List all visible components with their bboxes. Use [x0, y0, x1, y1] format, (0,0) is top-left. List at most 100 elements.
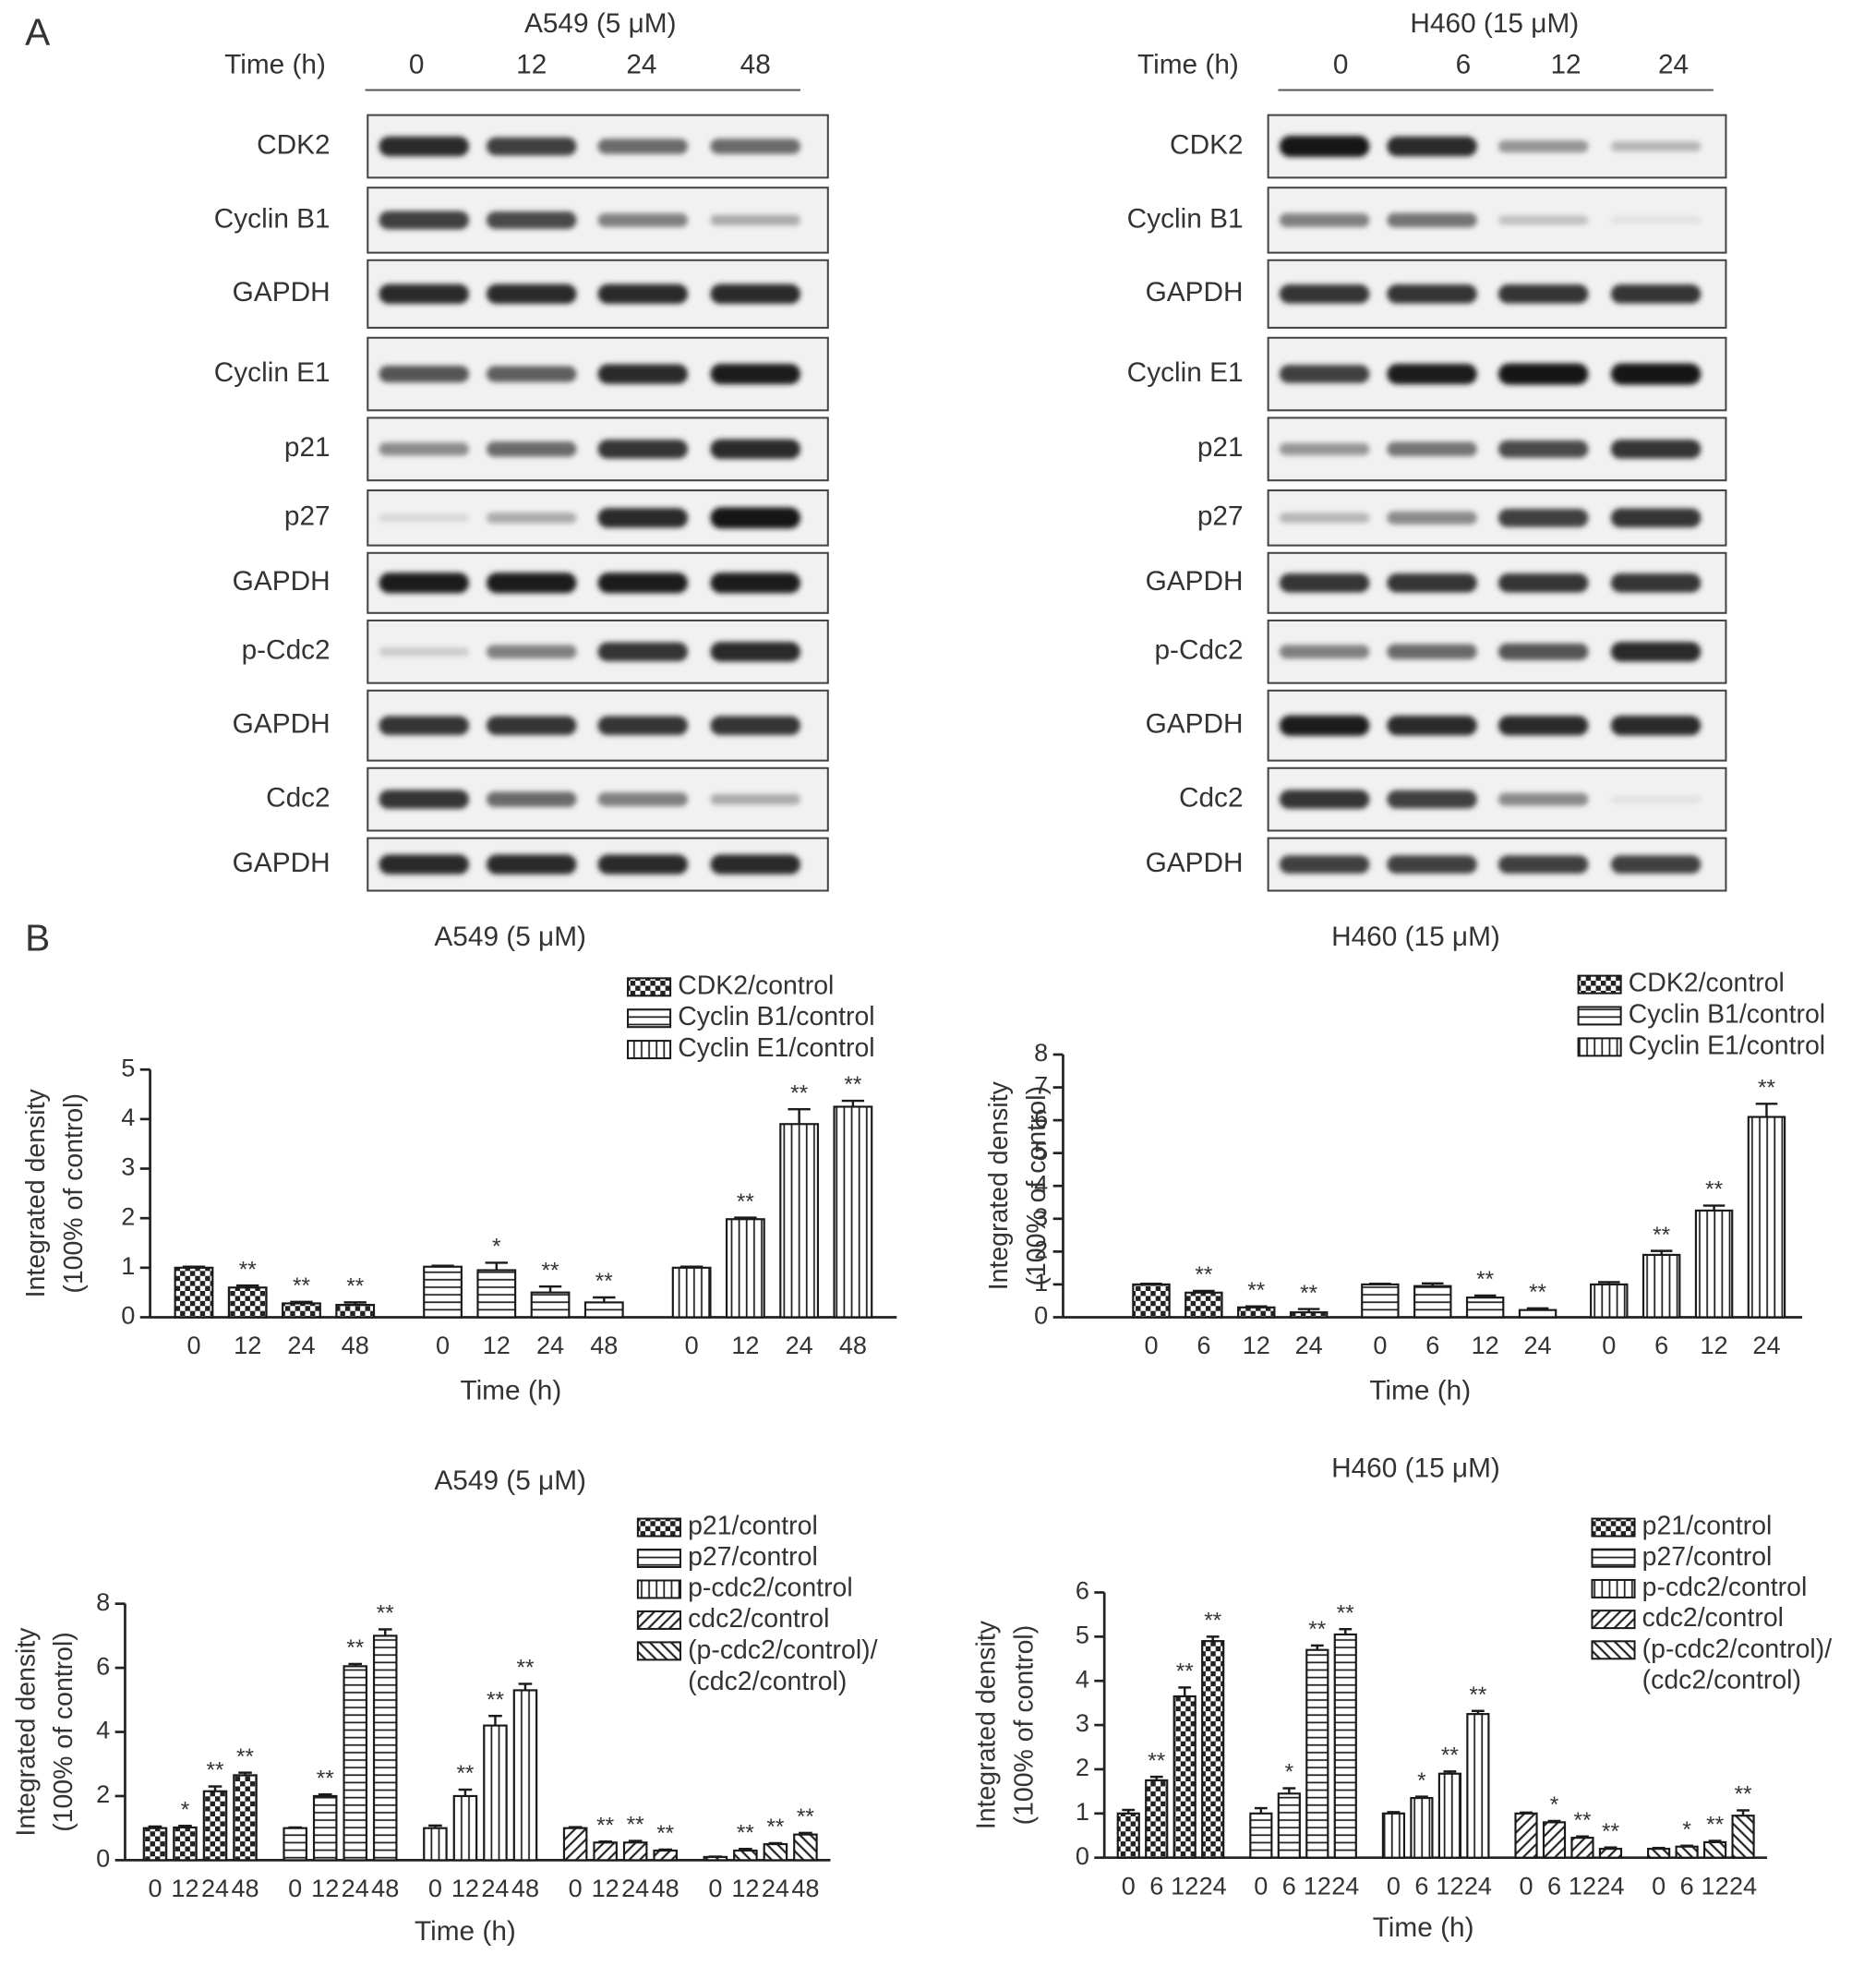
blot-band: [379, 716, 469, 736]
bar: [476, 1269, 517, 1319]
blot-band: [1497, 508, 1589, 527]
blot-band: [486, 283, 577, 305]
blot-band: [1387, 363, 1477, 385]
bar: [483, 1724, 508, 1862]
significance-label: **: [239, 1257, 257, 1282]
bar: [1647, 1848, 1671, 1859]
x-tick-label: 0: [1254, 1871, 1268, 1900]
significance-label: **: [207, 1758, 224, 1783]
blot-band: [1610, 440, 1702, 459]
blot-band: [379, 513, 469, 523]
legend-swatch: [1591, 1517, 1636, 1538]
bar: [1702, 1840, 1727, 1859]
x-tick-label: 6: [1197, 1331, 1210, 1359]
significance-label: *: [181, 1797, 190, 1822]
bar: [1570, 1837, 1594, 1859]
legend-label: Cyclin B1/control: [1629, 1000, 1825, 1030]
x-tick-label: 0: [1122, 1871, 1136, 1900]
blot-band: [486, 573, 577, 594]
blot-band: [1387, 573, 1477, 593]
legend-label: CDK2/control: [678, 971, 834, 1000]
x-tick-label: 12: [1472, 1331, 1499, 1359]
blot-band: [1279, 442, 1370, 455]
x-tick-label: 12: [311, 1874, 339, 1902]
y-tick-label: 0: [96, 1844, 110, 1873]
blot-band: [486, 366, 577, 382]
y-axis-label: (100% of control): [49, 1632, 78, 1832]
blot-band: [597, 283, 689, 305]
bar: [1116, 1812, 1140, 1859]
legend-swatch: [1577, 974, 1622, 995]
bar: [562, 1827, 588, 1862]
x-tick-label: 6: [1654, 1331, 1668, 1359]
x-tick-label: 12: [451, 1874, 479, 1902]
time-point: 12: [1550, 50, 1581, 80]
x-tick-label: 24: [342, 1874, 369, 1902]
bar: [622, 1841, 648, 1862]
bar: [202, 1790, 228, 1862]
x-tick-label: 48: [371, 1874, 399, 1902]
significance-label: **: [1247, 1278, 1265, 1303]
protein-label: Cdc2: [1179, 783, 1244, 814]
bar: [671, 1266, 712, 1319]
bar: [653, 1849, 678, 1862]
significance-label: **: [516, 1656, 534, 1681]
blot-band: [1610, 508, 1702, 528]
y-tick-label: 0: [121, 1301, 135, 1330]
y-tick-label: 5: [1076, 1621, 1089, 1649]
x-tick-label: 0: [428, 1874, 442, 1902]
y-tick-label: 4: [1076, 1664, 1089, 1693]
bar: [1413, 1285, 1452, 1319]
blot-band: [379, 211, 469, 230]
x-tick-label: 48: [511, 1874, 539, 1902]
blot-band: [597, 573, 689, 594]
blot-band: [1610, 795, 1702, 803]
significance-label: **: [737, 1189, 754, 1214]
x-tick-label: 12: [592, 1874, 619, 1902]
bar: [1675, 1845, 1699, 1859]
significance-label: **: [1573, 1808, 1591, 1833]
legend-label: p21/control: [1642, 1512, 1773, 1541]
bar: [1410, 1796, 1434, 1859]
bar: [1542, 1821, 1567, 1859]
bar: [593, 1841, 618, 1862]
blot-band: [597, 364, 689, 384]
time-point: 24: [626, 50, 656, 80]
blot-band: [597, 854, 689, 874]
legend-swatch: [1577, 1006, 1622, 1026]
bar: [142, 1827, 168, 1862]
x-tick-label: 0: [288, 1874, 302, 1902]
bar: [283, 1827, 307, 1862]
x-tick-label: 12: [1702, 1871, 1729, 1900]
significance-label: **: [1148, 1748, 1165, 1773]
blot-band: [486, 513, 577, 524]
x-tick-label: 48: [839, 1331, 867, 1359]
bar: [530, 1291, 571, 1319]
bar: [227, 1286, 268, 1319]
y-tick-label: 8: [1034, 1038, 1048, 1067]
legend-label: p27/control: [1642, 1542, 1773, 1572]
significance-label: **: [766, 1815, 784, 1839]
bar: [423, 1827, 448, 1862]
blot-band: [379, 790, 469, 809]
legend-swatch: [636, 1549, 681, 1569]
blot-title: H460 (15 μM): [1410, 8, 1579, 39]
y-tick-label: 4: [96, 1716, 110, 1744]
blot-band: [710, 507, 800, 529]
significance-label: **: [596, 1813, 614, 1838]
blot-band: [710, 642, 800, 662]
time-label: Time (h): [1137, 50, 1239, 80]
y-tick-label: 7: [1034, 1071, 1048, 1100]
y-tick-label: 2: [121, 1201, 135, 1230]
bar: [1465, 1297, 1505, 1319]
blot-band: [486, 645, 577, 659]
chart-title: A549 (5 μM): [434, 1465, 586, 1496]
legend-label: Cyclin E1/control: [678, 1033, 874, 1063]
significance-label: **: [377, 1601, 394, 1626]
blot-band: [1279, 135, 1370, 158]
y-tick-label: 2: [96, 1779, 110, 1808]
bar: [512, 1689, 538, 1862]
blot-band: [1497, 284, 1589, 304]
blot-band: [379, 365, 469, 383]
significance-label: **: [487, 1687, 504, 1712]
